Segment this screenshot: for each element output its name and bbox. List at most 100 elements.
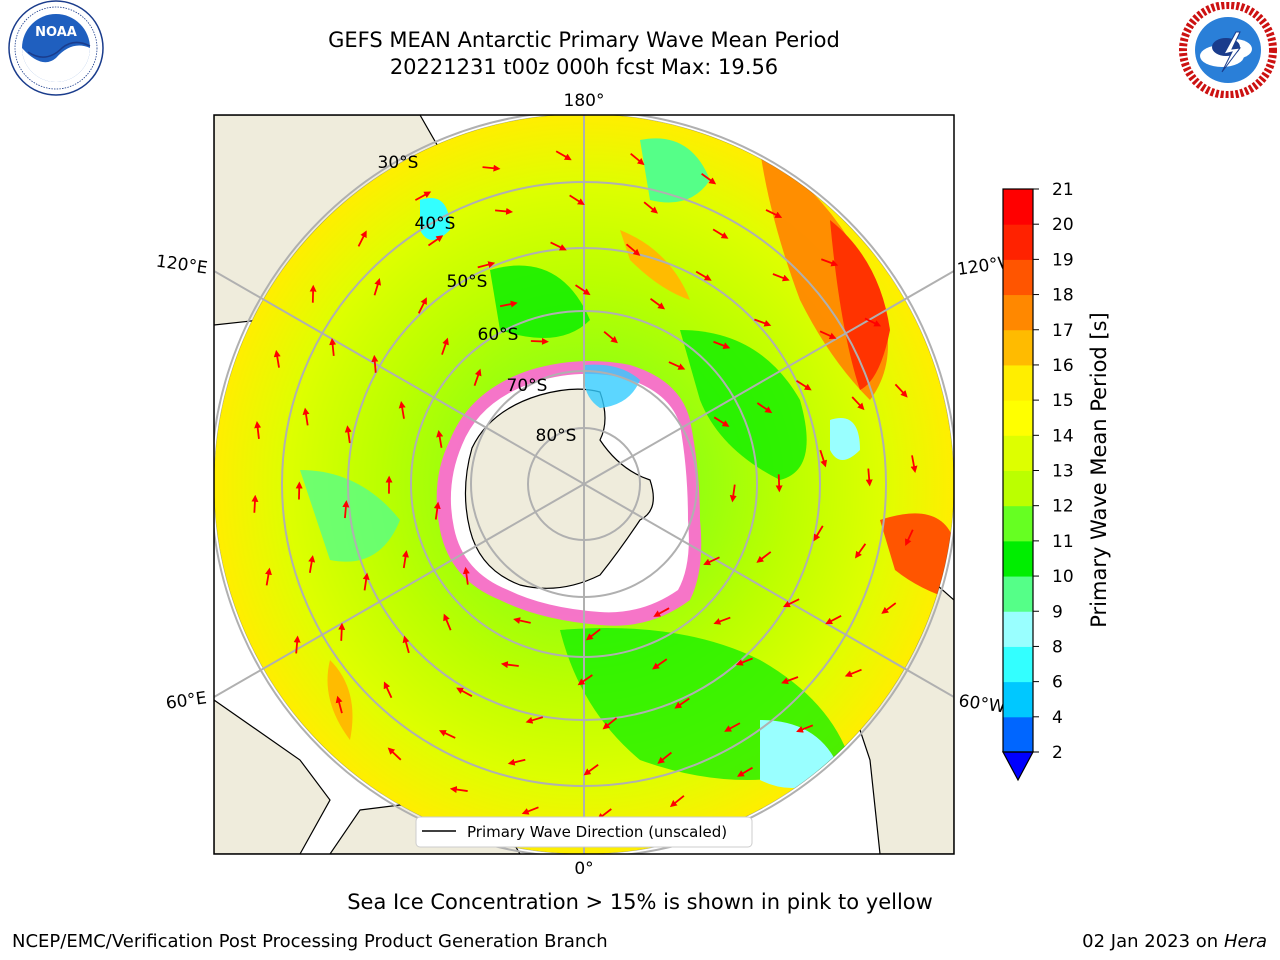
wave-direction-arrow xyxy=(477,261,496,269)
wave-direction-arrow xyxy=(462,566,470,585)
wave-direction-arrow xyxy=(521,806,539,815)
lon-label-60e: 60°E xyxy=(165,688,208,713)
wave-direction-arrow xyxy=(643,201,658,214)
colorbar-segment xyxy=(1003,364,1033,401)
wave-direction-arrow xyxy=(674,697,690,709)
colorbar-tick-label: 13 xyxy=(1052,462,1074,482)
wave-direction-arrow xyxy=(338,622,346,641)
wave-direction-arrow xyxy=(433,501,441,520)
wave-direction-arrow xyxy=(342,500,350,519)
wave-direction-arrow xyxy=(550,241,567,251)
wave-direction-arrow xyxy=(825,615,842,625)
lon-label-120e: 120°E xyxy=(155,252,209,279)
wave-direction-arrow xyxy=(864,317,882,327)
wave-direction-arrow xyxy=(819,330,837,340)
lat-label-30s: 30°S xyxy=(378,153,419,173)
map-frame xyxy=(213,114,955,855)
wave-direction-arrow xyxy=(583,764,599,776)
wave-direction-arrow xyxy=(772,273,790,282)
wave-direction-arrow xyxy=(499,300,518,308)
chart-title: GEFS MEAN Antarctic Primary Wave Mean Pe… xyxy=(328,28,840,52)
wave-direction-arrow xyxy=(293,635,301,654)
colorbar-tick-label: 17 xyxy=(1052,321,1074,341)
lat-label-80s: 80°S xyxy=(536,426,577,446)
colorbar-segment xyxy=(1003,224,1033,260)
lat-label-60s: 60°S xyxy=(478,325,519,345)
colorbar: 2 4 6 8 9 10 11 12 13 14 15 16 17 18 19 20 21 Primary Wa… xyxy=(1001,180,1111,782)
lat-label-50s: 50°S xyxy=(447,272,488,292)
wave-direction-arrow xyxy=(865,468,873,487)
wave-direction-arrow xyxy=(273,349,281,368)
wave-direction-arrow xyxy=(427,235,444,247)
wave-direction-arrow xyxy=(781,676,799,685)
wave-direction-arrow xyxy=(383,681,393,699)
wave-direction-arrow xyxy=(713,616,731,625)
wave-direction-arrow xyxy=(844,668,862,678)
colorbar-segment xyxy=(1003,435,1033,471)
wave-direction-arrow xyxy=(796,724,814,733)
footer-host: Hera xyxy=(1223,931,1267,952)
wave-direction-arrow xyxy=(625,243,641,256)
colorbar-tick-label: 9 xyxy=(1052,602,1063,622)
wave-direction-arrow xyxy=(449,786,468,794)
footer-date-text: 02 Jan 2023 on xyxy=(1082,931,1219,952)
wave-direction-arrow xyxy=(754,318,772,327)
wave-direction-arrow xyxy=(308,555,316,573)
wave-direction-arrow xyxy=(713,340,731,349)
colorbar-segment xyxy=(1003,329,1033,366)
wave-direction-arrow xyxy=(525,716,544,724)
wave-direction-arrow xyxy=(668,361,686,370)
wave-direction-arrow xyxy=(302,407,310,426)
wave-direction-arrow xyxy=(602,717,618,730)
wave-direction-arrow xyxy=(371,354,379,373)
wave-direction-arrows xyxy=(251,150,918,820)
wave-direction-arrow xyxy=(819,449,828,468)
wave-direction-arrow xyxy=(652,658,668,670)
colorbar-segment xyxy=(1003,505,1033,542)
wave-direction-arrow xyxy=(894,383,908,398)
colorbar-segment xyxy=(1003,540,1033,577)
wave-direction-arrow xyxy=(251,494,259,513)
wave-direction-arrow xyxy=(482,164,501,172)
colorbar-tick-label: 20 xyxy=(1052,215,1074,235)
colorbar-tick-label: 14 xyxy=(1052,426,1074,446)
colorbar-tick-label: 4 xyxy=(1052,708,1063,728)
colorbar-segment xyxy=(1003,576,1033,612)
wave-direction-arrow xyxy=(577,674,593,686)
colorbar-segment xyxy=(1003,681,1033,718)
wave-direction-arrow xyxy=(414,191,432,201)
colorbar-segment xyxy=(1003,611,1033,647)
colorbar-tick-label: 10 xyxy=(1052,567,1074,587)
wave-direction-arrow xyxy=(650,297,666,310)
wave-direction-arrow xyxy=(373,278,382,296)
wave-direction-arrow xyxy=(813,525,824,542)
wave-direction-arrow xyxy=(851,396,865,411)
wave-direction-arrow xyxy=(703,556,720,566)
wave-direction-arrow xyxy=(438,730,456,739)
wave-direction-arrow xyxy=(555,150,572,161)
wave-direction-arrow xyxy=(910,455,918,474)
lat-label-70s: 70°S xyxy=(507,376,548,396)
wave-direction-arrow xyxy=(357,230,367,247)
wave-direction-arrow xyxy=(775,474,783,493)
wave-direction-arrow xyxy=(402,635,410,654)
graticule xyxy=(214,115,954,854)
lon-label-60w: 60°W xyxy=(957,691,1006,717)
colorbar-tick-label: 19 xyxy=(1052,250,1074,270)
wave-direction-arrow xyxy=(329,337,337,356)
colorbar-tick-label: 6 xyxy=(1052,673,1063,693)
legend-label: Primary Wave Direction (unscaled) xyxy=(467,823,727,841)
wave-direction-arrow xyxy=(456,687,473,698)
lon-label-0: 0° xyxy=(574,859,593,879)
wave-direction-arrow xyxy=(756,551,772,563)
colorbar-segment xyxy=(1003,400,1033,436)
wave-direction-arrow xyxy=(398,400,406,419)
colorbar-segment xyxy=(1003,294,1033,331)
footer-date: 02 Jan 2023 on Hera xyxy=(1082,931,1267,952)
wave-direction-arrow xyxy=(507,758,526,766)
wave-direction-arrow xyxy=(495,207,514,215)
wave-direction-arrow xyxy=(657,751,672,764)
colorbar-tick-label: 16 xyxy=(1052,356,1074,376)
wave-direction-arrow xyxy=(585,628,601,641)
wave-direction-arrow xyxy=(603,331,618,344)
